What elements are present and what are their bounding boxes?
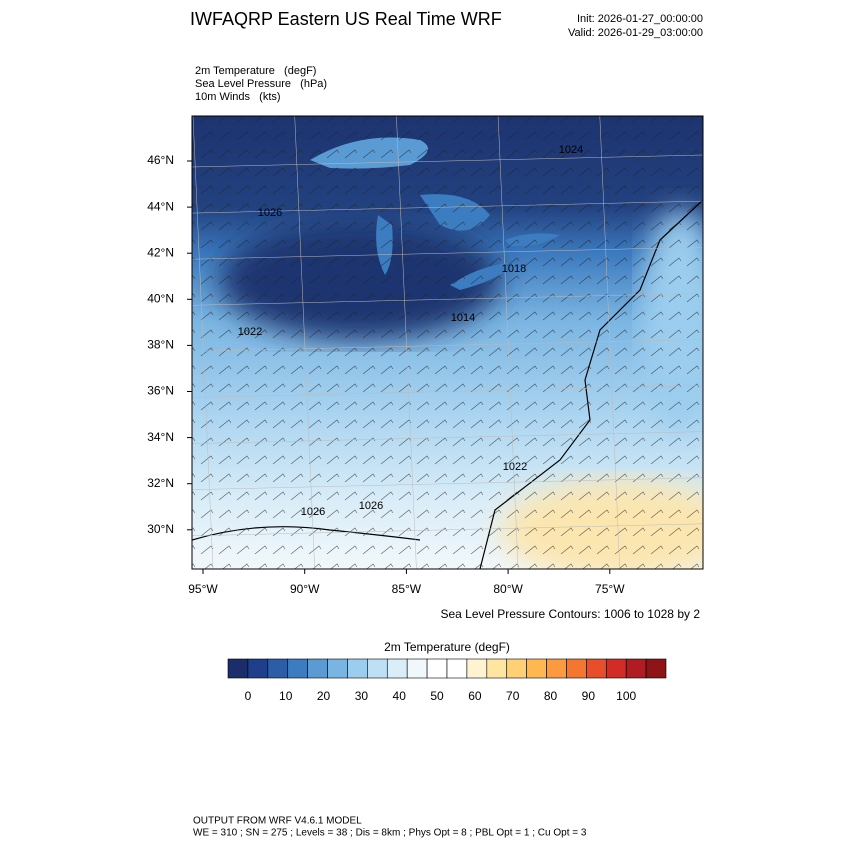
colorbar-box: [486, 658, 508, 679]
contour-label: 1024: [559, 144, 583, 156]
latitude-label: 40°N: [147, 291, 174, 305]
footer-line: WE = 310 ; SN = 275 ; Levels = 38 ; Dis …: [193, 828, 587, 839]
latitude-label: 32°N: [147, 476, 174, 490]
longitude-line: [294, 116, 315, 569]
colorbar-box: [466, 658, 488, 679]
colorbar-title: 2m Temperature (degF): [384, 640, 510, 654]
longitude-line: [396, 116, 417, 569]
colorbar-tick-label: 90: [582, 689, 596, 703]
contour-label: 1014: [451, 312, 475, 324]
colorbar-box: [625, 658, 647, 679]
colorbar-box: [645, 658, 667, 679]
longitude-line: [599, 116, 621, 569]
colorbar-tick-label: 30: [355, 689, 369, 703]
colorbar-tick-label: 20: [317, 689, 331, 703]
colorbar-box: [566, 658, 587, 679]
latitude-line: [192, 339, 703, 352]
colorbar-box: [367, 658, 388, 679]
latitude-line: [192, 431, 703, 444]
colorbar-box: [386, 658, 408, 679]
latitude-line: [192, 385, 703, 398]
field-label: 2m Temperature (degF): [195, 65, 316, 77]
longitude-line: [497, 116, 519, 569]
latitude-label: 44°N: [147, 199, 174, 213]
contour-label: 1022: [238, 326, 262, 338]
colorbar-tick-label: 0: [245, 689, 252, 703]
colorbar-box: [267, 658, 289, 679]
field-label: 10m Winds (kts): [195, 91, 281, 103]
latitude-label: 30°N: [147, 522, 174, 536]
longitude-label: 80°W: [493, 582, 523, 596]
colorbar-box: [446, 658, 468, 679]
colorbar-box: [506, 658, 527, 679]
colorbar-tick-label: 60: [468, 689, 482, 703]
latitude-line: [192, 293, 703, 306]
colorbar-box: [287, 658, 308, 679]
longitude-label: 75°W: [595, 582, 625, 596]
longitude-label: 85°W: [392, 582, 422, 596]
contour-label: 1018: [502, 263, 526, 275]
title: IWFAQRP Eastern US Real Time WRF: [190, 9, 502, 29]
latitude-line: [192, 246, 703, 260]
colorbar-box: [327, 658, 348, 679]
colorbar-box: [586, 658, 607, 679]
latitude-label: 42°N: [147, 245, 174, 259]
field-label: Sea Level Pressure (hPa): [195, 78, 327, 90]
latitude-label: 38°N: [147, 338, 174, 352]
map-frame: [191, 115, 704, 570]
colorbar-box: [406, 658, 428, 679]
colorbar-tick-label: 70: [506, 689, 520, 703]
valid-time: Valid: 2026-01-29_03:00:00: [568, 27, 703, 39]
latitude-label: 46°N: [147, 153, 174, 167]
longitude-label: 95°W: [188, 582, 218, 596]
longitude-label: 90°W: [290, 582, 320, 596]
colorbar-box: [426, 658, 448, 679]
contour-label: 1026: [301, 506, 325, 518]
footer-line: OUTPUT FROM WRF V4.6.1 MODEL: [193, 816, 362, 827]
colorbar-box: [546, 658, 567, 679]
latitude-line: [192, 477, 703, 490]
colorbar-box: [247, 658, 269, 679]
contour-note: Sea Level Pressure Contours: 1006 to 102…: [441, 607, 701, 621]
wind-barbs: [192, 116, 703, 569]
colorbar-box: [307, 658, 328, 679]
latitude-line: [192, 200, 703, 214]
init-time: Init: 2026-01-27_00:00:00: [577, 13, 703, 25]
map: [192, 116, 703, 569]
contour-label: 1026: [359, 500, 383, 512]
latitude-label: 34°N: [147, 430, 174, 444]
colorbar-box: [605, 658, 627, 679]
colorbar-tick-label: 40: [393, 689, 407, 703]
colorbar-box: [347, 658, 368, 679]
colorbar-tick-label: 80: [544, 689, 558, 703]
contour-label: 1026: [258, 207, 282, 219]
colorbar-box: [526, 658, 547, 679]
colorbar-tick-label: 50: [430, 689, 444, 703]
colorbar-tick-label: 10: [279, 689, 293, 703]
latitude-label: 36°N: [147, 384, 174, 398]
contour-label: 1022: [503, 461, 527, 473]
colorbar-tick-label: 100: [616, 689, 636, 703]
longitude-line: [192, 116, 214, 569]
colorbar-box: [227, 658, 249, 679]
latitude-line: [192, 154, 703, 168]
